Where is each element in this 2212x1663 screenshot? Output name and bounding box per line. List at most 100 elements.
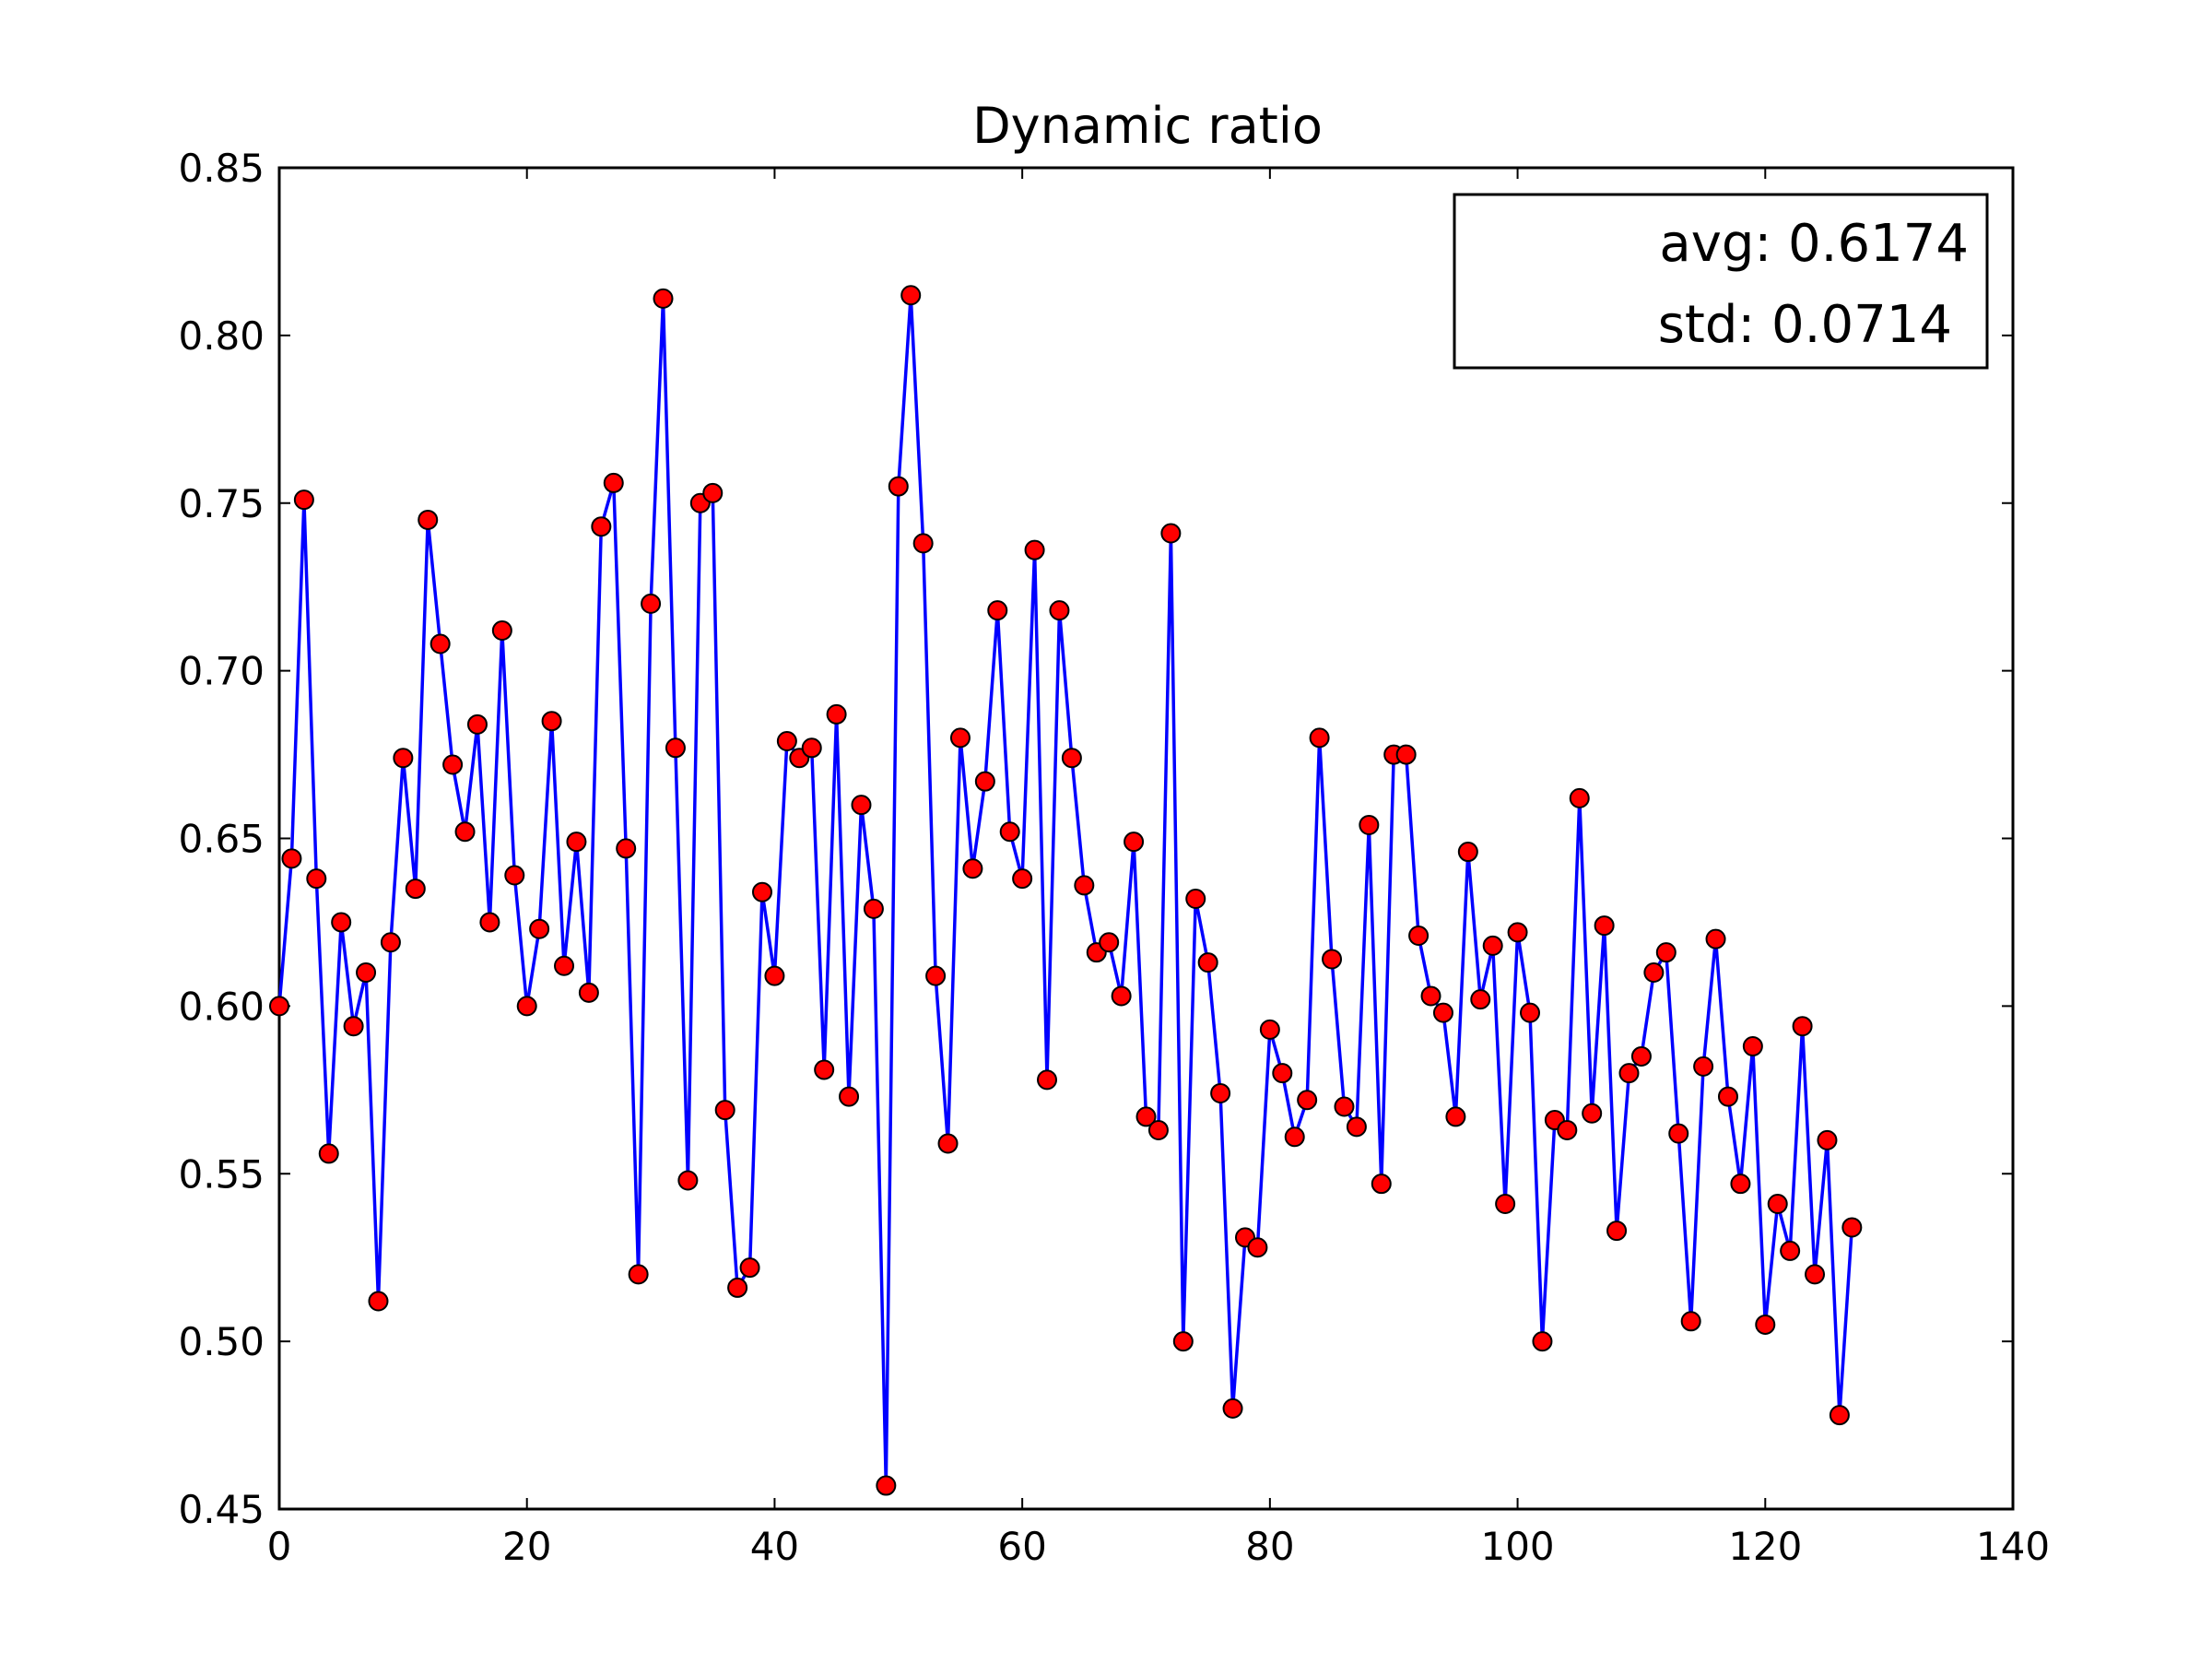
data-point (368, 1291, 389, 1312)
data-point (641, 593, 662, 614)
data-point (1259, 1019, 1280, 1040)
data-point (1767, 1193, 1788, 1214)
data-point (1655, 942, 1677, 963)
data-point (479, 912, 500, 933)
data-point (1395, 744, 1417, 765)
y-tick-label: 0.80 (178, 313, 265, 359)
data-point (764, 965, 785, 986)
y-tick-label: 0.75 (178, 481, 265, 526)
data-point (343, 1016, 364, 1037)
data-point (727, 1277, 748, 1298)
data-point (591, 516, 612, 537)
data-point (1408, 925, 1430, 946)
data-point (578, 982, 599, 1003)
data-point (1309, 727, 1330, 749)
data-point (1172, 1331, 1194, 1352)
data-point (1618, 1063, 1640, 1084)
x-tick-label: 140 (1976, 1524, 2050, 1569)
data-point (1099, 932, 1120, 953)
x-tick-label: 20 (502, 1524, 551, 1569)
data-point (653, 288, 674, 309)
data-point (429, 633, 451, 655)
data-point (1334, 1096, 1355, 1117)
data-point (1024, 539, 1045, 560)
data-point (1135, 1106, 1157, 1127)
data-point (1805, 1264, 1826, 1285)
data-point (1147, 1119, 1169, 1140)
data-point (405, 879, 426, 900)
data-point (1420, 985, 1441, 1007)
data-point (999, 821, 1020, 843)
data-point (281, 848, 302, 869)
data-point (1185, 888, 1206, 909)
data-point (665, 737, 686, 759)
data-point (1717, 1086, 1738, 1107)
data-point (628, 1264, 649, 1285)
data-point (1074, 875, 1095, 896)
data-point (1482, 935, 1503, 956)
y-tick-label: 0.55 (178, 1151, 265, 1197)
axes: 0 20 40 60 80 100 120 140 0.45 0.50 0.55 0.60 0.65 0.… (178, 146, 2050, 1569)
data-point (1680, 1311, 1701, 1332)
data-point (1705, 928, 1726, 949)
data-point (814, 1059, 835, 1080)
data-point (1582, 1103, 1603, 1124)
series-dynamic-ratio (269, 285, 1863, 1496)
data-point (876, 1475, 897, 1496)
data-point (454, 821, 476, 843)
data-point (1668, 1123, 1689, 1144)
data-point (1742, 1036, 1763, 1057)
data-point (1432, 1002, 1453, 1023)
data-point (1371, 1174, 1392, 1195)
data-point (1606, 1221, 1628, 1242)
data-point (554, 955, 575, 976)
data-point (1520, 1002, 1541, 1023)
data-point (380, 932, 401, 953)
data-point (863, 898, 884, 919)
data-point (1359, 814, 1380, 835)
y-tick-label: 0.45 (178, 1487, 265, 1532)
data-point (974, 771, 995, 792)
data-point (714, 1100, 735, 1121)
data-point (418, 509, 439, 530)
data-point (1780, 1240, 1801, 1261)
data-point (1507, 922, 1528, 943)
data-point (1594, 915, 1615, 937)
data-point (677, 1170, 699, 1191)
data-point (1792, 1016, 1813, 1037)
x-tick-label: 60 (997, 1524, 1046, 1569)
data-point (504, 865, 525, 886)
data-point (751, 881, 772, 902)
data-point (1346, 1116, 1367, 1138)
data-point (839, 1086, 860, 1107)
data-point (1730, 1174, 1751, 1195)
data-point (826, 703, 847, 725)
data-point (516, 996, 537, 1017)
data-point (1569, 787, 1590, 808)
data-point (491, 619, 512, 641)
data-point (356, 962, 377, 983)
y-tick-label: 0.50 (178, 1319, 265, 1364)
data-point (331, 912, 352, 933)
y-tick-label: 0.60 (178, 984, 265, 1029)
data-point (1210, 1082, 1231, 1103)
legend-box (1453, 193, 1989, 370)
data-point (442, 754, 464, 775)
data-point (1222, 1398, 1243, 1419)
legend: avg: 0.6174 std: 0.0714 (1453, 193, 1989, 370)
data-point (1160, 523, 1182, 544)
data-point (739, 1257, 760, 1279)
data-point (466, 714, 488, 735)
legend-std-label: std: 0.0714 (1658, 295, 1952, 355)
data-point (776, 731, 797, 752)
data-point (566, 832, 587, 853)
chart-title: Dynamic ratio (972, 97, 1323, 155)
data-point (912, 533, 934, 554)
data-point (1817, 1129, 1838, 1150)
y-tick-label: 0.70 (178, 649, 265, 694)
data-point (1495, 1193, 1516, 1214)
y-tick-label: 0.65 (178, 817, 265, 862)
data-point (1470, 989, 1491, 1010)
